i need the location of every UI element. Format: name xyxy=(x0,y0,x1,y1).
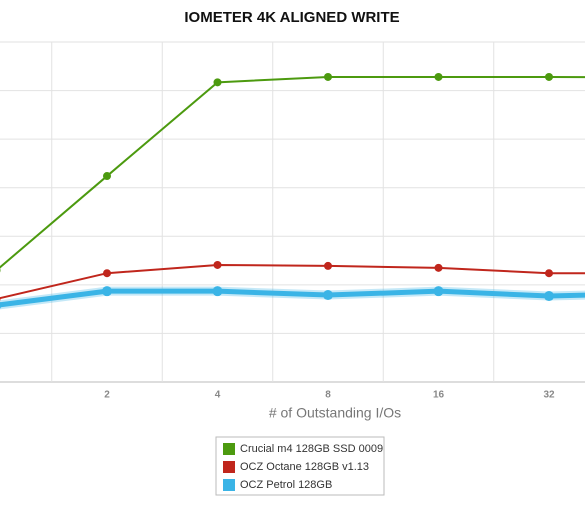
chart-title: IOMETER 4K ALIGNED WRITE xyxy=(184,9,399,26)
x-axis-label: # of Outstanding I/Os xyxy=(269,405,401,421)
legend-swatch xyxy=(223,479,235,491)
point xyxy=(324,261,332,270)
point xyxy=(544,291,554,302)
legend-label: OCZ Octane 128GB v1.13 xyxy=(240,461,369,473)
point xyxy=(213,260,222,269)
point xyxy=(102,286,112,297)
x-tick-label: 4 xyxy=(215,390,221,401)
point xyxy=(212,286,223,297)
point xyxy=(103,269,111,278)
point xyxy=(545,269,553,278)
point xyxy=(433,286,444,297)
legend-label: Crucial m4 128GB SSD 0009 xyxy=(240,443,383,455)
point xyxy=(434,263,443,272)
point xyxy=(323,290,333,301)
legend xyxy=(215,436,385,496)
point xyxy=(213,78,222,87)
point xyxy=(103,172,111,181)
x-tick-label: 32 xyxy=(543,390,555,401)
x-tick-label: 8 xyxy=(325,390,331,401)
x-tick-label: 2 xyxy=(104,390,110,401)
point xyxy=(324,72,332,81)
point xyxy=(0,297,1,301)
point xyxy=(0,301,2,309)
legend-swatch xyxy=(223,443,235,455)
point xyxy=(434,72,443,81)
point xyxy=(0,268,1,273)
point xyxy=(545,72,553,81)
x-tick-label: 16 xyxy=(433,390,445,401)
legend-swatch xyxy=(223,461,235,473)
series-line xyxy=(0,75,585,269)
legend-label: OCZ Petrol 128GB xyxy=(240,479,332,491)
